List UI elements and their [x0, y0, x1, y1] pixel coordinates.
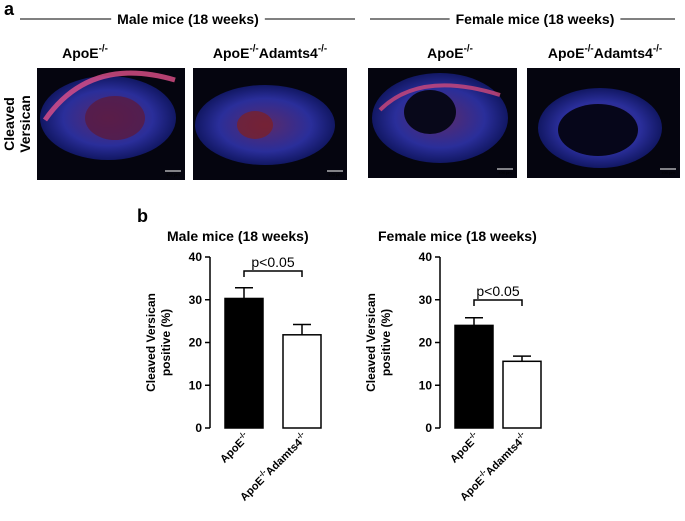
label-part: Adamts4 [484, 436, 526, 478]
label-part: ApoE [548, 45, 585, 61]
superscript: -/- [294, 429, 306, 441]
y-tick-label: 40 [419, 250, 433, 264]
genotype-label: ApoE-/-Adamts4-/- [236, 429, 310, 503]
significance-bracket [243, 270, 303, 277]
y-tick-label: 30 [419, 293, 433, 307]
bar [224, 297, 264, 429]
significance-bracket [473, 299, 523, 306]
y-axis-label: Cleaved Versicanpositive (%) [364, 293, 393, 392]
label-part: Adamts4 [594, 45, 653, 61]
genotype-label: ApoE-/- [216, 429, 252, 465]
y-tick-label: 10 [419, 378, 433, 392]
y-label-line: positive (%) [159, 309, 173, 376]
genotype-label: ApoE-/- [427, 44, 473, 61]
label-part: ApoE [427, 45, 464, 61]
scale-bar-label: 100 µm [328, 172, 342, 177]
scale-bar-label: 100 µm [661, 170, 675, 175]
superscript: -/- [514, 429, 526, 441]
bar [454, 324, 494, 429]
superscript: -/- [249, 44, 258, 55]
panel-label: a [4, 0, 15, 19]
row-label: CleavedVersican [1, 95, 33, 153]
genotype-label: ApoE-/-Adamts4-/- [548, 44, 662, 61]
label-part: ApoE [213, 45, 250, 61]
y-label-line: positive (%) [379, 309, 393, 376]
superscript: -/- [99, 44, 108, 55]
label-part: ApoE [62, 45, 99, 61]
superscript: -/- [653, 44, 662, 55]
label-part: Adamts4 [264, 436, 306, 478]
significance-label: p<0.05 [476, 283, 519, 299]
superscript: -/- [236, 429, 248, 441]
y-tick-label: 20 [189, 336, 203, 350]
y-tick-label: 30 [189, 293, 203, 307]
significance-label: p<0.05 [251, 254, 294, 270]
group-title: Male mice (18 weeks) [117, 11, 259, 27]
scale-bar-label: 100 µm [166, 172, 180, 177]
micrographs [37, 68, 680, 180]
label-part: Adamts4 [259, 45, 318, 61]
y-tick-label: 0 [195, 421, 202, 435]
superscript: -/- [256, 467, 268, 479]
chart-title: Male mice (18 weeks) [167, 228, 309, 244]
y-label-line: Cleaved Versican [144, 293, 158, 392]
superscript: -/- [318, 44, 327, 55]
y-tick-label: 40 [189, 250, 203, 264]
superscript: -/- [476, 467, 488, 479]
superscript: -/- [464, 44, 473, 55]
bar [502, 360, 542, 429]
row-label-line: Cleaved [1, 97, 17, 151]
genotype-label: ApoE-/-Adamts4-/- [213, 44, 327, 61]
group-title: Female mice (18 weeks) [456, 11, 615, 27]
panel-label: b [137, 206, 148, 226]
y-tick-label: 10 [189, 378, 203, 392]
row-label-line: Versican [17, 95, 33, 153]
y-label-line: Cleaved Versican [364, 293, 378, 392]
y-axis-label: Cleaved Versicanpositive (%) [144, 293, 173, 392]
y-tick-label: 20 [419, 336, 433, 350]
y-tick-label: 0 [425, 421, 432, 435]
bar [282, 334, 322, 429]
chart-title: Female mice (18 weeks) [378, 228, 537, 244]
superscript: -/- [584, 44, 593, 55]
superscript: -/- [466, 429, 478, 441]
genotype-label: ApoE-/- [446, 429, 482, 465]
genotype-label: ApoE-/- [62, 44, 108, 61]
scale-bar-label: 100 µm [498, 170, 512, 175]
